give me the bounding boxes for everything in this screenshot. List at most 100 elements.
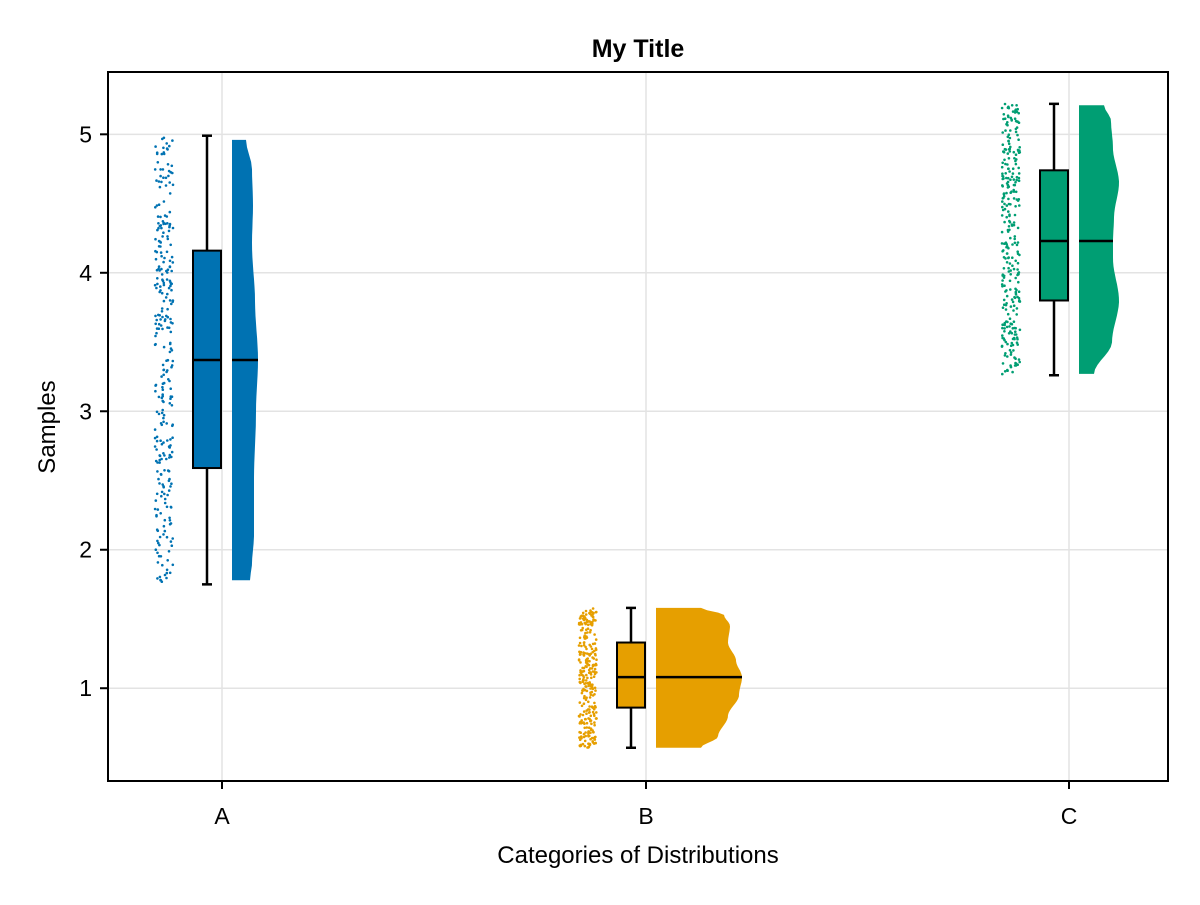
rain-point [168, 222, 172, 226]
rain-point [1015, 313, 1018, 316]
rain-point [161, 137, 164, 141]
rain-point [160, 307, 164, 310]
rain-point [1014, 330, 1017, 334]
rain-point [171, 261, 175, 264]
rain-point [154, 249, 157, 253]
rain-point [579, 681, 582, 685]
rain-point [170, 349, 174, 352]
rain-point [578, 636, 582, 640]
rain-point [1016, 133, 1019, 137]
rain-point [157, 322, 161, 326]
rain-point [167, 174, 170, 178]
rain-point [592, 618, 595, 621]
rain-point [1008, 262, 1012, 265]
rain-point [1012, 197, 1016, 200]
rain-point [584, 637, 587, 640]
rain-point [589, 671, 592, 675]
rain-point [167, 286, 171, 290]
rain-point [1006, 123, 1009, 127]
rain-point [161, 385, 164, 389]
rain-point [161, 563, 164, 567]
rain-point [583, 634, 586, 637]
rain-point [579, 661, 582, 664]
rain-point [1001, 185, 1004, 188]
rain-point [582, 669, 586, 673]
rain-point [165, 457, 168, 461]
rain-point [170, 164, 174, 168]
rain-point [1016, 252, 1020, 256]
rain-point [155, 179, 158, 182]
rain-point [1001, 161, 1004, 165]
rain-point [1018, 149, 1021, 152]
rain-point [168, 144, 171, 148]
rain-point [584, 734, 587, 738]
rain-point [582, 674, 585, 677]
rain-point [156, 539, 159, 543]
rain-point [171, 171, 174, 175]
rain-point [585, 712, 588, 715]
rain-point [1001, 177, 1004, 181]
rain-point [1003, 158, 1006, 162]
rain-point [1003, 207, 1007, 211]
rain-point [1011, 337, 1015, 341]
rain-point [1011, 167, 1015, 170]
rain-point [157, 412, 161, 416]
rain-point [160, 273, 164, 276]
rain-point [594, 689, 597, 692]
rain-point [578, 744, 582, 747]
rain-point [582, 643, 586, 647]
rain-point [585, 647, 588, 651]
rain-point [161, 483, 164, 486]
rain-point [169, 321, 173, 324]
rain-point [166, 493, 169, 497]
rain-point [166, 439, 169, 442]
rain-point [591, 615, 595, 619]
rain-point [1014, 108, 1018, 111]
rain-point [169, 284, 172, 288]
ticks: 1 2 3 4 5 A B C [79, 121, 1077, 829]
rain-point [161, 235, 164, 238]
rain-point [156, 561, 160, 564]
rain-point [579, 731, 582, 734]
rain-point [170, 269, 173, 273]
rain-points [153, 136, 175, 583]
rain-point [591, 710, 595, 714]
rain-point [163, 492, 166, 496]
rain-point [1010, 298, 1014, 301]
rain-point [1009, 322, 1012, 326]
rain-point [160, 180, 163, 184]
rain-point [585, 673, 588, 677]
rain-point [1000, 283, 1004, 286]
rain-point [577, 714, 581, 718]
rain-point [160, 494, 163, 498]
rain-point [578, 673, 581, 677]
rain-point [585, 628, 588, 632]
rain-point [170, 282, 173, 286]
rain-point [1018, 360, 1021, 364]
y-tick-label: 2 [79, 537, 92, 563]
rain-point [1004, 308, 1008, 311]
rain-point [162, 420, 165, 424]
rain-point [162, 152, 166, 156]
rain-point [578, 641, 582, 645]
rain-point [1014, 130, 1018, 134]
rain-point [159, 251, 163, 254]
rain-points [1000, 102, 1022, 376]
rain-point [1001, 205, 1004, 209]
rain-point [165, 568, 169, 572]
rain-point [1005, 176, 1008, 180]
raincloud-C [1000, 102, 1119, 377]
rain-point [1013, 213, 1017, 217]
rain-point [159, 422, 163, 425]
rain-point [153, 168, 157, 171]
rain-point [171, 300, 174, 304]
rain-point [1001, 172, 1004, 175]
rain-point [588, 743, 592, 747]
rain-point [590, 623, 594, 627]
rain-point [1007, 157, 1011, 160]
rain-point [158, 185, 162, 189]
rain-point [166, 315, 170, 319]
rain-point [1017, 299, 1021, 303]
rain-point [155, 327, 159, 330]
rain-point [1005, 325, 1009, 329]
